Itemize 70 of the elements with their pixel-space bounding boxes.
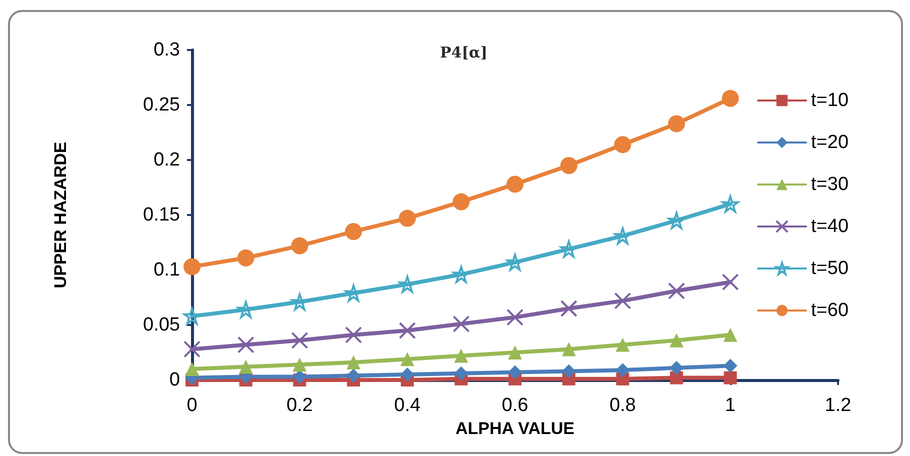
legend-label: t=20: [811, 132, 849, 153]
y-tick-label: 0.3: [154, 40, 180, 60]
point: [506, 308, 524, 326]
point: [452, 315, 470, 332]
point: [670, 371, 683, 384]
point: [560, 157, 578, 174]
point: [398, 322, 416, 339]
point: [292, 370, 307, 384]
point: [292, 358, 307, 372]
point: [722, 274, 739, 291]
point: [398, 210, 416, 227]
point: [454, 366, 468, 380]
x-tick-label: 0.4: [394, 395, 421, 416]
point: [237, 249, 254, 266]
point: [291, 293, 308, 310]
point: [400, 352, 414, 366]
x-tick-label: 1.2: [824, 395, 852, 416]
point: [400, 368, 414, 382]
legend-label: t=40: [811, 216, 849, 237]
point: [614, 136, 632, 154]
point: [616, 338, 630, 352]
point: [723, 328, 738, 342]
x-tick-label: 0.2: [286, 395, 313, 416]
legend-label: t=50: [811, 258, 849, 279]
point: [345, 223, 362, 240]
point: [238, 360, 253, 374]
y-tick-label: 0.1: [154, 260, 180, 280]
legend-label: t=10: [811, 90, 849, 111]
legend-label: t=30: [811, 174, 849, 195]
point: [722, 90, 739, 107]
x-tick-label: 0: [186, 395, 198, 416]
x-tick-label: 0.6: [502, 395, 528, 416]
point: [184, 340, 200, 358]
point: [724, 371, 737, 384]
legend-label: t=60: [811, 300, 849, 321]
point: [670, 360, 684, 375]
point: [345, 326, 362, 344]
y-axis-title: UPPER HAZARDE: [51, 142, 70, 288]
point: [291, 237, 308, 254]
x-tick-label: 0.8: [609, 395, 636, 416]
chart-title: P4[α]: [440, 44, 488, 62]
point: [670, 333, 684, 348]
point: [454, 348, 468, 363]
point: [506, 176, 524, 193]
y-tick-label: 0.05: [143, 314, 180, 336]
point: [184, 258, 200, 276]
point: [616, 363, 630, 378]
y-tick-label: 0.25: [143, 94, 180, 116]
point: [668, 282, 685, 300]
point: [614, 292, 632, 310]
point: [668, 115, 685, 132]
point: [723, 358, 738, 373]
point: [452, 193, 470, 210]
point: [508, 346, 522, 360]
point: [452, 266, 470, 283]
point: [562, 364, 576, 378]
point: [614, 227, 632, 244]
point: [562, 342, 576, 356]
point: [346, 355, 360, 370]
point: [237, 336, 254, 354]
point: [185, 362, 199, 376]
y-tick-label: 0.15: [143, 204, 180, 226]
x-tick-label: 1: [725, 395, 736, 416]
y-tick-label: 0: [169, 370, 180, 390]
x-axis-title: ALPHA VALUE: [456, 418, 574, 438]
point: [560, 300, 578, 317]
point: [346, 368, 360, 383]
y-tick-label: 0.2: [154, 150, 180, 170]
point: [508, 365, 522, 380]
point: [291, 332, 308, 349]
